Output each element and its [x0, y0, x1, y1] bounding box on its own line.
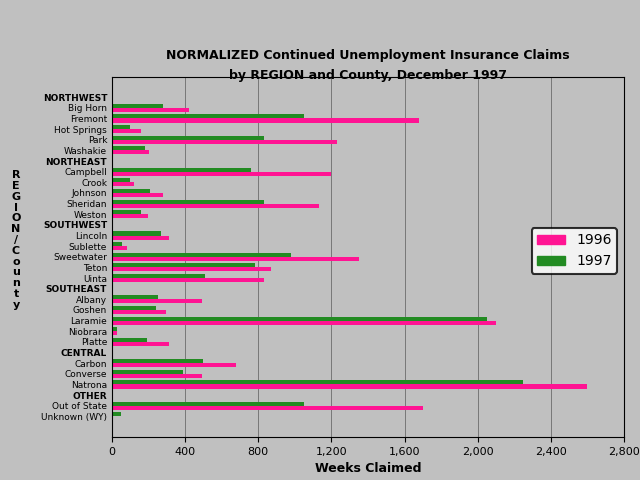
Bar [112, 402, 304, 406]
Bar [112, 172, 332, 176]
Bar [112, 168, 251, 172]
Bar [112, 210, 141, 214]
Bar [112, 327, 118, 331]
Bar [112, 257, 359, 261]
Bar [112, 381, 524, 384]
Bar [112, 200, 264, 204]
Bar [112, 253, 291, 257]
Bar [112, 119, 419, 122]
Bar [112, 182, 134, 186]
Bar [112, 189, 150, 193]
Bar [112, 306, 156, 310]
Bar [112, 310, 166, 314]
Legend: 1996, 1997: 1996, 1997 [532, 228, 617, 274]
Bar [112, 331, 118, 336]
Bar [112, 338, 147, 342]
Bar [112, 146, 145, 150]
Bar [112, 108, 189, 112]
Bar [112, 242, 122, 246]
Bar [112, 406, 423, 410]
Bar [112, 178, 131, 182]
Bar [112, 136, 264, 140]
Bar [112, 246, 127, 250]
Bar [112, 359, 204, 363]
Text: NORMALIZED Continued Unemployment Insurance Claims: NORMALIZED Continued Unemployment Insura… [166, 49, 570, 62]
Bar [112, 125, 131, 129]
Bar [112, 300, 202, 303]
Text: by REGION and County, December 1997: by REGION and County, December 1997 [229, 69, 507, 82]
Bar [112, 278, 264, 282]
Bar [112, 274, 205, 278]
Bar [112, 317, 487, 321]
Bar [112, 104, 163, 108]
Bar [112, 295, 157, 300]
Bar [112, 342, 169, 346]
Bar [112, 264, 255, 267]
Bar [112, 412, 121, 416]
Bar [112, 236, 169, 240]
Bar [112, 321, 496, 324]
Bar [112, 231, 161, 236]
X-axis label: Weeks Claimed: Weeks Claimed [315, 462, 421, 475]
Bar [112, 150, 148, 155]
Bar [112, 214, 148, 218]
Bar [112, 204, 319, 208]
Bar [112, 363, 236, 367]
Bar [112, 114, 304, 119]
Bar [112, 140, 337, 144]
Bar [112, 384, 588, 388]
Bar [112, 374, 202, 378]
Text: R
E
G
I
O
N
/
C
o
u
n
t
y: R E G I O N / C o u n t y [12, 170, 20, 310]
Bar [112, 193, 163, 197]
Bar [112, 129, 141, 133]
Bar [112, 370, 183, 374]
Bar [112, 267, 271, 272]
